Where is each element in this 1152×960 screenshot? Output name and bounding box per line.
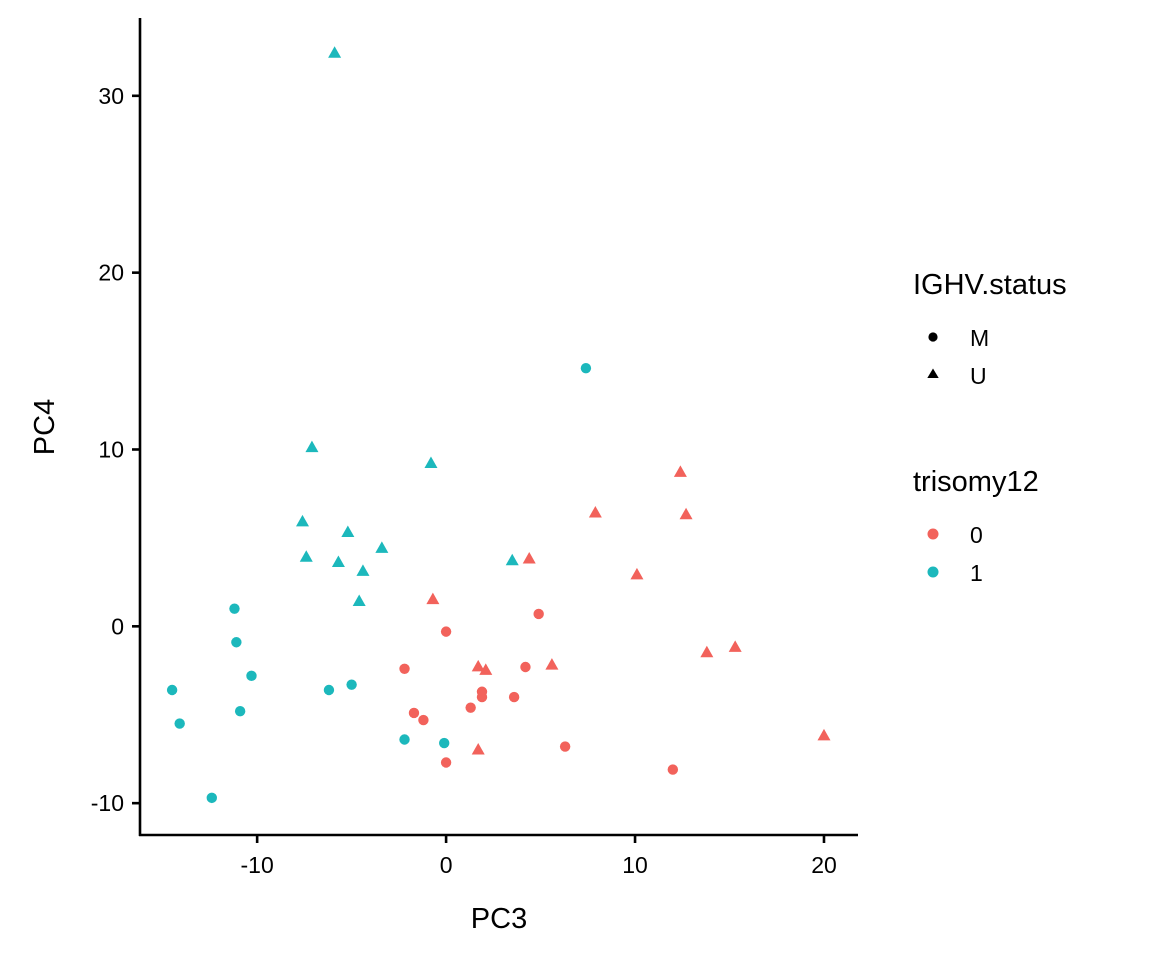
point-trisomy12-0-ighv-U bbox=[522, 551, 536, 564]
point-trisomy12-1-ighv-M bbox=[166, 684, 178, 696]
point-trisomy12-0-ighv-U bbox=[426, 592, 440, 605]
point-trisomy12-1-ighv-U bbox=[295, 514, 309, 527]
point-trisomy12-1-ighv-U bbox=[331, 555, 345, 568]
point-trisomy12-0-ighv-U bbox=[471, 742, 485, 755]
x-tick-label: 10 bbox=[622, 852, 648, 878]
legend: IGHV.status M U trisomy12 0 1 bbox=[913, 269, 1067, 586]
point-trisomy12-1-ighv-U bbox=[341, 525, 355, 537]
point-trisomy12-1-ighv-U bbox=[424, 456, 438, 469]
point-trisomy12-0-ighv-M bbox=[440, 626, 452, 637]
point-trisomy12-1-ighv-M bbox=[234, 706, 246, 717]
points-layer bbox=[166, 46, 831, 804]
point-trisomy12-1-ighv-U bbox=[352, 594, 366, 606]
legend-key-color-0 bbox=[927, 528, 939, 540]
y-ticks: -10 0 10 20 30 bbox=[91, 83, 140, 816]
point-trisomy12-1-ighv-U bbox=[505, 553, 519, 566]
y-tick-label: 10 bbox=[98, 436, 124, 462]
point-trisomy12-0-ighv-M bbox=[533, 608, 544, 620]
point-trisomy12-0-ighv-U bbox=[817, 728, 831, 741]
point-trisomy12-1-ighv-U bbox=[305, 440, 319, 453]
point-trisomy12-0-ighv-M bbox=[465, 702, 476, 713]
point-trisomy12-1-ighv-U bbox=[299, 550, 313, 562]
x-tick-label: -10 bbox=[241, 852, 274, 878]
legend-title-trisomy12: trisomy12 bbox=[913, 466, 1039, 498]
point-trisomy12-0-ighv-U bbox=[679, 507, 693, 520]
y-tick-label: -10 bbox=[91, 790, 124, 816]
point-trisomy12-0-ighv-M bbox=[520, 661, 531, 673]
point-trisomy12-0-ighv-M bbox=[418, 714, 429, 726]
point-trisomy12-1-ighv-M bbox=[229, 603, 240, 614]
point-trisomy12-1-ighv-M bbox=[174, 718, 185, 729]
point-trisomy12-1-ighv-M bbox=[323, 684, 335, 696]
legend-label-1: 1 bbox=[970, 560, 983, 586]
legend-title-ighv: IGHV.status bbox=[913, 269, 1067, 301]
point-trisomy12-0-ighv-M bbox=[399, 663, 410, 674]
legend-label-u: U bbox=[970, 363, 987, 389]
point-trisomy12-1-ighv-U bbox=[356, 564, 370, 576]
point-trisomy12-1-ighv-M bbox=[580, 362, 592, 374]
point-trisomy12-0-ighv-U bbox=[700, 645, 714, 658]
point-trisomy12-0-ighv-U bbox=[471, 659, 485, 672]
point-trisomy12-1-ighv-M bbox=[346, 679, 357, 690]
legend-label-0: 0 bbox=[970, 522, 983, 548]
point-trisomy12-0-ighv-M bbox=[476, 691, 488, 703]
legend-label-m: M bbox=[970, 325, 989, 351]
x-tick-label: 0 bbox=[440, 852, 453, 878]
y-tick-label: 0 bbox=[111, 613, 124, 639]
x-axis-title: PC3 bbox=[471, 903, 527, 935]
y-axis-title: PC4 bbox=[29, 399, 61, 455]
x-ticks: -10 0 10 20 bbox=[241, 835, 837, 878]
point-trisomy12-1-ighv-U bbox=[328, 46, 342, 58]
point-trisomy12-0-ighv-M bbox=[667, 764, 679, 775]
point-trisomy12-1-ighv-M bbox=[399, 734, 410, 745]
point-trisomy12-0-ighv-M bbox=[440, 757, 452, 768]
point-trisomy12-0-ighv-U bbox=[545, 658, 559, 670]
point-trisomy12-0-ighv-U bbox=[728, 640, 742, 652]
legend-key-color-1 bbox=[927, 566, 939, 578]
point-trisomy12-1-ighv-M bbox=[246, 670, 257, 682]
point-trisomy12-1-ighv-U bbox=[375, 541, 389, 553]
point-trisomy12-0-ighv-U bbox=[673, 465, 687, 477]
legend-key-circle-m bbox=[928, 332, 938, 342]
y-tick-label: 20 bbox=[98, 260, 124, 286]
point-trisomy12-0-ighv-U bbox=[588, 506, 602, 518]
legend-key-triangle-u bbox=[927, 368, 939, 378]
point-trisomy12-0-ighv-M bbox=[559, 741, 571, 752]
x-tick-label: 20 bbox=[811, 852, 837, 878]
point-trisomy12-1-ighv-M bbox=[439, 737, 450, 749]
y-tick-label: 30 bbox=[98, 83, 124, 109]
point-trisomy12-0-ighv-M bbox=[408, 707, 420, 719]
point-trisomy12-0-ighv-M bbox=[508, 691, 520, 703]
point-trisomy12-0-ighv-U bbox=[479, 663, 493, 675]
point-trisomy12-1-ighv-M bbox=[206, 792, 217, 804]
point-trisomy12-1-ighv-M bbox=[231, 637, 242, 648]
point-trisomy12-0-ighv-U bbox=[630, 567, 644, 580]
